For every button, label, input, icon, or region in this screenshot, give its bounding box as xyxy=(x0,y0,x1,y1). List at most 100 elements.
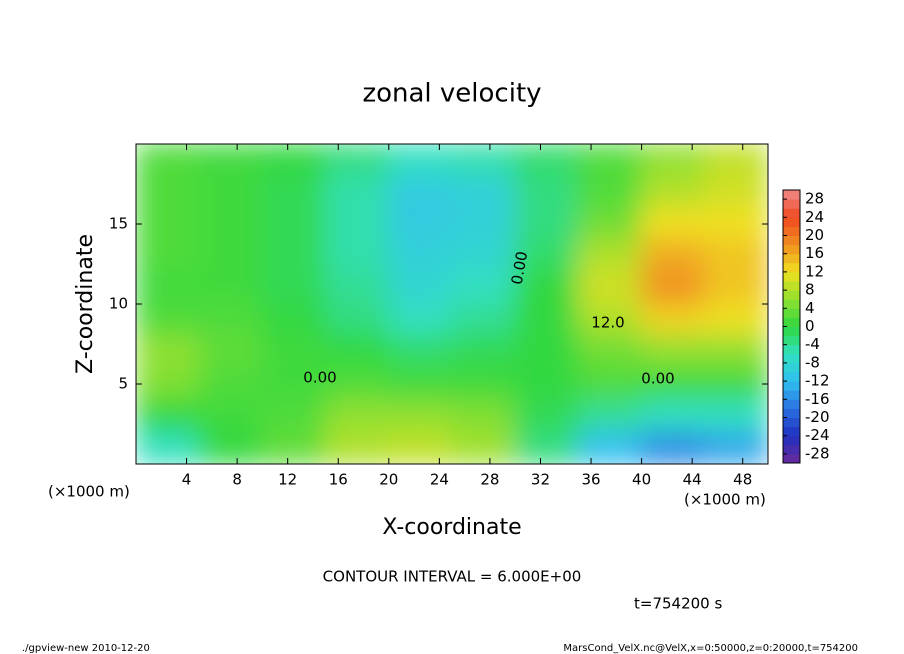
y-tick-label: 10 xyxy=(109,295,128,313)
cell xyxy=(703,399,768,433)
colorbar-band xyxy=(783,362,800,373)
colorbar-tick-label: 12 xyxy=(805,262,824,280)
colorbar-band xyxy=(783,299,800,309)
colorbar-band xyxy=(783,381,800,391)
colorbar-band xyxy=(783,217,800,227)
cell xyxy=(198,367,264,401)
colorbar-band xyxy=(783,199,800,209)
cell xyxy=(136,367,201,401)
chart-title: zonal velocity xyxy=(362,79,541,109)
contour-label: 0.00 xyxy=(303,369,336,387)
field xyxy=(136,144,768,464)
colorbar-tick-label: -8 xyxy=(805,353,820,371)
cell xyxy=(514,303,580,337)
cell xyxy=(703,175,768,209)
contour-interval: CONTOUR INTERVAL = 6.000E+00 xyxy=(323,568,582,586)
cell xyxy=(198,207,264,241)
x-axis-label: X-coordinate xyxy=(382,515,521,540)
contour-label: 0.00 xyxy=(508,250,532,286)
time-label: t=754200 s xyxy=(634,595,722,613)
y-tick-label: 5 xyxy=(118,375,128,393)
colorbar-tick-label: 0 xyxy=(805,317,815,335)
cell xyxy=(640,239,706,273)
cell xyxy=(514,239,580,273)
x-tick-label: 40 xyxy=(632,471,651,489)
cell xyxy=(387,431,453,464)
cell xyxy=(703,335,768,369)
x-tick-label: 24 xyxy=(430,471,449,489)
contour-label: 0.00 xyxy=(641,370,674,388)
x-unit-left: (×1000 m) xyxy=(48,483,130,501)
colorbar-band xyxy=(783,253,800,264)
colorbar-band xyxy=(783,190,800,200)
cell xyxy=(261,431,327,464)
cell xyxy=(451,271,517,305)
cell xyxy=(198,175,264,209)
x-tick-label: 36 xyxy=(581,471,600,489)
cell xyxy=(640,303,706,337)
cell xyxy=(136,335,201,369)
cell xyxy=(198,303,264,337)
cell xyxy=(451,367,517,401)
colorbar-tick-label: -24 xyxy=(805,426,830,444)
cell xyxy=(387,271,453,305)
cell xyxy=(640,335,706,369)
x-tick-label: 44 xyxy=(683,471,702,489)
x-tick-label: 8 xyxy=(232,471,242,489)
cell xyxy=(640,144,706,177)
colorbar-tick-label: 20 xyxy=(805,226,824,244)
cell xyxy=(387,303,453,337)
colorbar-tick-label: 24 xyxy=(805,208,824,226)
cell xyxy=(324,367,390,401)
x-tick-label: 16 xyxy=(329,471,348,489)
cell xyxy=(514,144,580,177)
x-tick-label: 12 xyxy=(278,471,297,489)
colorbar-band xyxy=(783,317,800,327)
colorbar-tick-label: 4 xyxy=(805,299,815,317)
cell xyxy=(387,175,453,209)
cell xyxy=(577,207,643,241)
cell xyxy=(577,367,643,401)
cell xyxy=(451,431,517,464)
cell xyxy=(703,303,768,337)
colorbar-tick-label: -4 xyxy=(805,335,820,353)
colorbar-tick-label: -28 xyxy=(805,444,830,462)
cell xyxy=(136,271,201,305)
colorbar-band xyxy=(783,353,800,364)
cell xyxy=(324,303,390,337)
cell xyxy=(198,239,264,273)
colorbar-band xyxy=(783,208,800,218)
colorbar-tick-label: -20 xyxy=(805,408,830,426)
colorbar-tick-label: 16 xyxy=(805,244,824,262)
colorbar-tick-label: 8 xyxy=(805,281,815,299)
cell xyxy=(514,399,580,433)
cell xyxy=(703,207,768,241)
colorbar-band xyxy=(783,372,800,382)
x-unit-right: (×1000 m) xyxy=(684,491,766,509)
cell xyxy=(640,271,706,305)
cell xyxy=(514,175,580,209)
cell xyxy=(198,144,264,177)
cell xyxy=(198,271,264,305)
cell xyxy=(324,335,390,369)
cell xyxy=(514,335,580,369)
cell xyxy=(451,144,517,177)
cell xyxy=(136,207,201,241)
colorbar-band xyxy=(783,335,800,346)
cell xyxy=(703,239,768,273)
cell xyxy=(387,367,453,401)
x-tick-label: 32 xyxy=(531,471,550,489)
cell xyxy=(451,175,517,209)
cell xyxy=(640,399,706,433)
cell xyxy=(261,367,327,401)
cell xyxy=(577,431,643,464)
cell xyxy=(198,335,264,369)
footer-left: ./gpview-new 2010-12-20 xyxy=(22,643,150,654)
cell xyxy=(324,207,390,241)
colorbar-band xyxy=(783,262,800,273)
cell xyxy=(451,399,517,433)
cell xyxy=(703,431,768,464)
cell xyxy=(703,271,768,305)
colorbar-tick-label: -16 xyxy=(805,390,830,408)
